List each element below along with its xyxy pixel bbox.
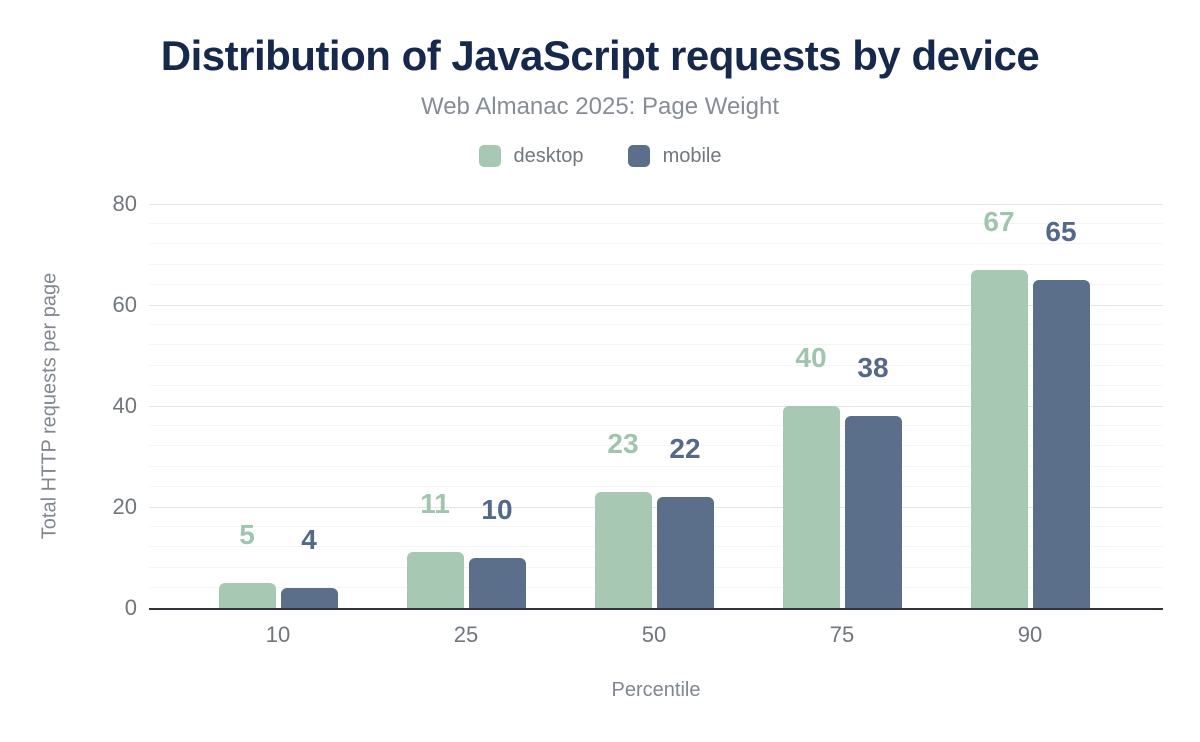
x-tick-label: 75: [829, 622, 855, 647]
bar-value-label-mobile: 38: [857, 352, 889, 384]
gridline-minor: [149, 384, 1163, 386]
bar-mobile: [280, 587, 338, 608]
gridline-minor: [149, 263, 1163, 265]
gridline-minor: [149, 223, 1163, 225]
gridline-major: [149, 507, 1163, 508]
chart-title: Distribution of JavaScript requests by d…: [160, 32, 1040, 79]
bar-value-label-desktop: 67: [983, 205, 1015, 237]
bar-value-label-mobile: 65: [1045, 215, 1077, 247]
legend-label-desktop: desktop: [513, 144, 584, 167]
bar-value-label-mobile: 22: [669, 432, 701, 464]
gridline-minor: [149, 344, 1163, 346]
gridline-minor: [149, 283, 1163, 285]
x-tick-label: 50: [641, 622, 667, 647]
gridline-major: [149, 406, 1163, 407]
gridline-major: [149, 305, 1163, 306]
gridline-minor: [149, 445, 1163, 447]
bar-mobile: [656, 496, 714, 608]
y-tick-label: 20: [112, 494, 137, 519]
x-tick-label: 90: [1017, 622, 1043, 647]
gridline-minor: [149, 485, 1163, 487]
gridline-minor: [149, 324, 1163, 326]
legend-label-mobile: mobile: [662, 144, 722, 167]
bar-desktop: [782, 406, 840, 608]
x-axis-title: Percentile: [611, 679, 701, 701]
gridline-minor: [149, 586, 1163, 588]
legend-item-mobile: mobile: [627, 144, 722, 168]
gridline-minor: [149, 243, 1163, 245]
bar-value-label-desktop: 11: [420, 488, 450, 520]
bar-value-label-mobile: 4: [301, 523, 317, 555]
bar-mobile: [844, 416, 902, 608]
mobile-swatch-icon: [627, 145, 650, 167]
y-axis-title: Total HTTP requests per page: [38, 272, 61, 540]
legend: desktop mobile: [0, 143, 1200, 169]
x-axis-line: [149, 608, 1163, 610]
bar-desktop: [970, 269, 1028, 608]
y-tick-label: 80: [112, 191, 137, 216]
bar-desktop: [594, 491, 652, 608]
gridline-minor: [149, 465, 1163, 467]
gridline-minor: [149, 526, 1163, 528]
bar-value-label-desktop: 5: [239, 518, 255, 550]
gridline-minor: [149, 425, 1163, 427]
bar-value-label-desktop: 40: [795, 342, 827, 373]
bar-mobile: [468, 557, 526, 608]
gridline-minor: [149, 546, 1163, 548]
y-tick-label: 40: [112, 393, 137, 418]
y-tick-label: 0: [124, 595, 137, 620]
bar-value-label-mobile: 10: [481, 493, 513, 525]
legend-item-desktop: desktop: [478, 144, 584, 168]
desktop-swatch-icon: [478, 145, 501, 167]
bar-value-label-desktop: 23: [607, 427, 639, 459]
bar-desktop: [406, 552, 464, 608]
bar-desktop: [218, 582, 276, 608]
x-tick-label: 25: [453, 622, 479, 647]
gridline-minor: [149, 364, 1163, 366]
bar-mobile: [1032, 279, 1090, 608]
gridline-major: [149, 204, 1163, 205]
plot-area: 0 20 40 60 80 5 4 10 11 10 25 23 22 50 40 38 75 67 65 90: [113, 191, 1163, 647]
chart-subtitle: Web Almanac 2025: Page Weight: [420, 93, 779, 120]
x-tick-label: 10: [265, 622, 291, 647]
gridline-minor: [149, 566, 1163, 568]
y-tick-label: 60: [112, 292, 137, 317]
